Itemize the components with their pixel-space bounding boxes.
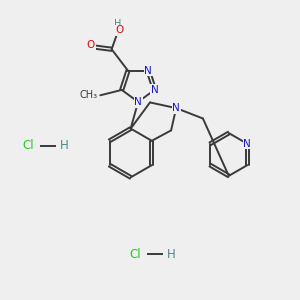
Text: N: N: [151, 85, 158, 95]
Text: Cl: Cl: [22, 139, 34, 152]
Text: N: N: [243, 139, 251, 149]
Text: H: H: [114, 19, 121, 29]
Text: O: O: [116, 25, 124, 35]
Text: N: N: [144, 66, 152, 76]
Text: Cl: Cl: [129, 248, 141, 260]
Text: H: H: [59, 139, 68, 152]
Text: H: H: [167, 248, 175, 260]
Text: O: O: [87, 40, 95, 50]
Text: N: N: [172, 103, 180, 113]
Text: CH₃: CH₃: [80, 90, 98, 100]
Text: N: N: [134, 97, 142, 107]
